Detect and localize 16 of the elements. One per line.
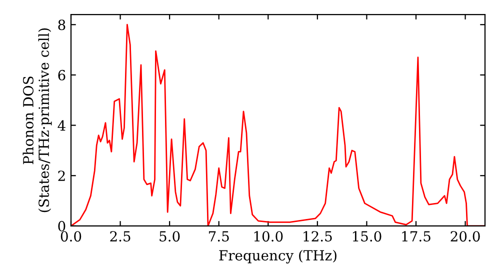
x-tick-label: 10.0 xyxy=(254,231,283,242)
x-tick-label: 5.0 xyxy=(160,231,180,242)
y-tick-label: 8 xyxy=(58,20,66,30)
y-tick-label: 0 xyxy=(58,220,66,232)
y-axis-title: Phonon DOS (States/THz·primitive cell) xyxy=(22,28,52,212)
x-axis-title: Frequency (THz) xyxy=(219,250,336,264)
x-tick-label: 12.5 xyxy=(304,231,332,242)
x-tick-label: 7.5 xyxy=(208,231,229,242)
y-tick-label: 2 xyxy=(58,170,65,181)
y-tick-label: 6 xyxy=(58,70,66,80)
x-tick-label: 20.0 xyxy=(450,231,480,242)
x-tick-label: 0.0 xyxy=(60,231,82,242)
x-tick-label: 17.5 xyxy=(402,231,430,242)
x-tick-label: 2.5 xyxy=(110,231,130,242)
y-tick-label: 4 xyxy=(58,120,66,131)
x-tick-label: 15.0 xyxy=(352,231,382,242)
